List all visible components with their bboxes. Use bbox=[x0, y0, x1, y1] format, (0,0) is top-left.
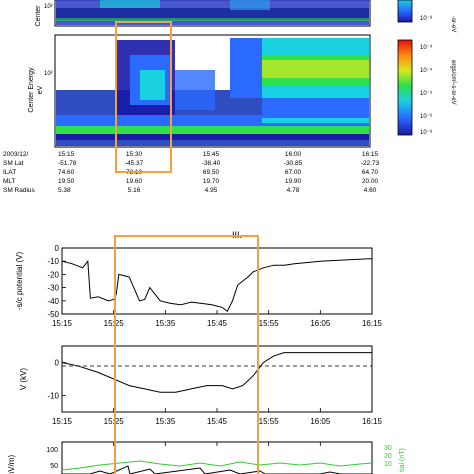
series-line bbox=[61, 352, 372, 393]
potential-kv-panel: V (kV) 15:15 15:25 15:35 15:45 15:55 16:05 16:… bbox=[19, 345, 383, 426]
orbit-cell: 64.70 bbox=[362, 169, 379, 176]
colorbar-tick-1: 10⁻⁴ bbox=[420, 67, 433, 74]
orbit-cell: 5.16 bbox=[128, 187, 141, 194]
orbit-cell: 19.70 bbox=[203, 178, 220, 185]
orbit-cell: -51.78 bbox=[58, 160, 77, 167]
orbit-cell: -22.73 bbox=[361, 160, 380, 167]
orbit-cell: -45.37 bbox=[125, 160, 144, 167]
orbit-cell: 19.50 bbox=[58, 178, 75, 185]
orbit-cell: 69.50 bbox=[203, 169, 220, 176]
colorbar-tick-0: 10⁻³ bbox=[420, 45, 432, 51]
ytick-main-10-2: 10² bbox=[44, 71, 53, 77]
x-tick-label: 15:45 bbox=[207, 319, 228, 328]
right-tick-10: 10 bbox=[384, 461, 392, 468]
y-tick-label: -30 bbox=[47, 284, 59, 293]
x-tick-label: 15:15 bbox=[52, 417, 73, 426]
series-line bbox=[61, 258, 373, 313]
y-tick-label: -20 bbox=[47, 270, 59, 279]
efield-ytick-50: 50 bbox=[50, 463, 58, 470]
time-tick: 16:00 bbox=[285, 151, 302, 158]
sc-potential-panel: -s/c potential (V) 15:15 15:25 15:35 15:45 1… bbox=[15, 244, 383, 328]
ytick-upper-10-2: 10² bbox=[44, 4, 53, 10]
x-tick-label: 16:15 bbox=[362, 417, 383, 426]
orbit-cell: 20.00 bbox=[362, 178, 379, 185]
orbit-cell: -38.40 bbox=[202, 160, 221, 167]
x-tick-label: 15:15 bbox=[52, 319, 73, 328]
highlight-box-bottom bbox=[114, 235, 259, 474]
row-label-ilat: ILAT bbox=[3, 169, 16, 176]
orbit-cell: 19.90 bbox=[285, 178, 302, 185]
x-tick-label: 15:55 bbox=[259, 319, 280, 328]
x-tick-label: 15:35 bbox=[155, 417, 176, 426]
colorbar-tick-2: 10⁻⁵ bbox=[420, 90, 433, 97]
x-tick-label: 16:15 bbox=[362, 319, 383, 328]
efield-black-series bbox=[62, 465, 372, 474]
x-tick-label: 16:05 bbox=[310, 319, 331, 328]
x-tick-label: 15:25 bbox=[104, 417, 125, 426]
x-tick-label: 15:45 bbox=[207, 417, 228, 426]
colorbar-tick-4: 10⁻⁸ bbox=[420, 129, 433, 136]
spectrogram-main: Center Energy eV 10² bbox=[28, 34, 371, 148]
efield-green-series bbox=[61, 460, 373, 471]
y-tick-label: -40 bbox=[47, 297, 59, 306]
y-tick-label: 0 bbox=[55, 244, 60, 253]
efield-panel: (mV/m) 100 50 30 20 10 tial (nT) bbox=[7, 441, 406, 474]
orbit-cell: 4.60 bbox=[364, 187, 377, 194]
row-label-smlat: SM Lat bbox=[3, 160, 24, 167]
x-tick-label: 15:25 bbox=[104, 319, 125, 328]
sc-potential-ylabel: -s/c potential (V) bbox=[15, 252, 24, 311]
colorbar-upper-tick: 10⁻⁸ bbox=[420, 15, 433, 22]
orbit-cell: 4.95 bbox=[205, 187, 218, 194]
colorbar-tick-3: 10⁻⁶ bbox=[420, 113, 433, 120]
spectrogram-ylabel-unit: eV bbox=[37, 85, 44, 94]
colorbar-label: ergs/cm²-s-sr-eV bbox=[450, 60, 456, 105]
highlight-box-top bbox=[115, 21, 172, 173]
x-tick-label: 15:35 bbox=[155, 319, 176, 328]
right-ylabel: tial (nT) bbox=[399, 448, 406, 472]
orbit-cell: 67.00 bbox=[285, 169, 302, 176]
spectrogram-ylabel: Center Energy bbox=[28, 67, 35, 113]
colorbar-upper-label: -sr-eV bbox=[450, 16, 456, 32]
orbit-cell: 4.78 bbox=[287, 187, 300, 194]
orbit-cell: -30.85 bbox=[284, 160, 303, 167]
time-tick: 15:45 bbox=[203, 151, 220, 158]
time-tick: 16:15 bbox=[362, 151, 379, 158]
time-tick: 15:30 bbox=[126, 151, 143, 158]
colorbar-upper: 10⁻⁸ -sr-eV bbox=[397, 0, 456, 32]
colorbar-main: 10⁻³ 10⁻⁴ 10⁻⁵ 10⁻⁶ 10⁻⁸ ergs/cm²-s-sr-e… bbox=[397, 39, 456, 136]
spectrogram-upper-ylabel: Center bbox=[35, 5, 42, 27]
time-tick: 15:15 bbox=[58, 151, 75, 158]
right-tick-20: 20 bbox=[384, 453, 392, 460]
row-label-date: 2003/12/ bbox=[3, 151, 28, 158]
orbit-cell: 74.60 bbox=[58, 169, 75, 176]
row-label-smradius: SM Radius bbox=[3, 187, 36, 194]
efield-ytick-100: 100 bbox=[46, 447, 58, 454]
potential-kv-ylabel: V (kV) bbox=[19, 368, 28, 391]
row-label-mlt: MLT bbox=[3, 178, 16, 185]
y-tick-label: -10 bbox=[47, 257, 59, 266]
efield-ylabel: (mV/m) bbox=[7, 455, 16, 474]
y-tick-label: -10 bbox=[47, 392, 59, 401]
y-tick-label: -50 bbox=[47, 310, 59, 319]
orbit-table: 2003/12/ SM Lat ILAT MLT SM Radius 15:15… bbox=[3, 151, 380, 194]
x-tick-label: 16:05 bbox=[310, 417, 331, 426]
orbit-cell: 5.38 bbox=[58, 187, 71, 194]
y-tick-label: 0 bbox=[55, 359, 60, 368]
spectrogram-upper: Center 10² bbox=[35, 0, 371, 27]
x-tick-label: 15:55 bbox=[259, 417, 280, 426]
orbit-cell: 19.60 bbox=[126, 178, 143, 185]
right-tick-30: 30 bbox=[384, 445, 392, 452]
